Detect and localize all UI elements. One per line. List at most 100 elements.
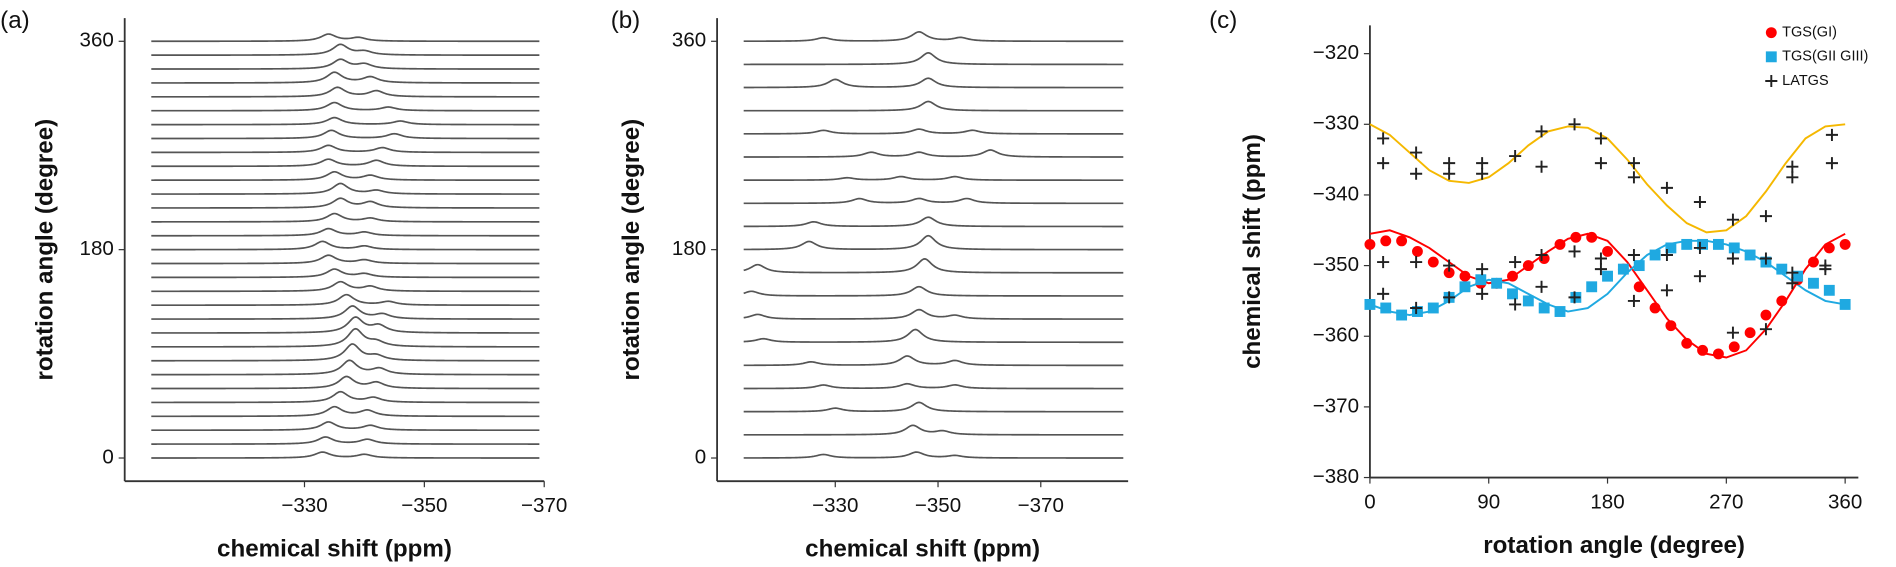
point	[1509, 256, 1522, 269]
fit-line	[1369, 123, 1846, 234]
point	[1535, 248, 1548, 262]
legend-marker	[1765, 27, 1777, 39]
point	[1377, 256, 1390, 269]
spectrum-trace	[743, 382, 1124, 390]
x-tick-label: 90	[1477, 490, 1500, 513]
x-axis-title: chemical shift (ppm)	[217, 535, 452, 562]
point	[1410, 146, 1423, 159]
spectrum-trace	[151, 144, 540, 154]
point	[1697, 344, 1709, 356]
point	[1377, 132, 1390, 145]
point	[1726, 252, 1739, 265]
spectrum-trace	[151, 227, 540, 237]
point	[1586, 231, 1598, 243]
x-tick-label: −350	[915, 494, 961, 517]
point	[1364, 238, 1376, 250]
x-tick-label: 180	[1590, 490, 1624, 513]
y-tick-label: 360	[672, 29, 706, 52]
point	[1507, 288, 1518, 300]
legend-marker	[1765, 51, 1777, 63]
legend-label: LATGS	[1782, 73, 1828, 89]
spectrum-trace	[151, 327, 540, 348]
spectrum-trace	[743, 401, 1124, 413]
y-tick-label: 180	[672, 237, 706, 260]
point	[1443, 157, 1456, 170]
point	[1410, 301, 1423, 315]
point	[1617, 263, 1629, 275]
panel-label: (a)	[0, 7, 30, 34]
spectrum-trace	[151, 451, 540, 459]
spectrum-trace	[151, 182, 540, 195]
point	[1509, 298, 1522, 311]
point	[1744, 249, 1756, 261]
y-tick-label: −340	[1313, 182, 1359, 205]
point	[1823, 284, 1835, 296]
point	[1693, 195, 1706, 209]
point	[1412, 246, 1423, 257]
spectrum-trace	[743, 355, 1124, 367]
point	[1476, 263, 1489, 276]
spectrum-trace	[743, 234, 1124, 251]
y-tick-label: −320	[1313, 41, 1359, 64]
spectrum-trace	[151, 375, 540, 390]
point	[1808, 256, 1819, 268]
point	[1825, 128, 1838, 141]
point	[1535, 280, 1548, 293]
point	[1660, 248, 1673, 262]
point	[1459, 270, 1471, 282]
point	[1475, 274, 1487, 286]
spectrum-trace	[151, 101, 540, 112]
spectrum-trace	[151, 268, 540, 279]
point	[1443, 167, 1456, 180]
spectrum-trace	[151, 170, 540, 182]
spectrum-trace	[151, 86, 540, 98]
point	[1693, 270, 1706, 283]
point	[1377, 287, 1390, 300]
point	[1776, 295, 1788, 307]
point	[1633, 260, 1645, 272]
point	[1759, 252, 1772, 265]
spectrum-trace	[743, 424, 1124, 436]
spectrum-trace	[151, 116, 540, 126]
spectrum-trace	[743, 52, 1124, 66]
point	[1693, 241, 1706, 254]
spectrum-trace	[743, 128, 1124, 135]
point	[1410, 256, 1423, 269]
spectrum-trace	[743, 285, 1124, 297]
point	[1377, 157, 1390, 170]
spectrum-trace	[743, 451, 1124, 459]
point	[1412, 306, 1423, 317]
point	[1665, 320, 1677, 332]
x-tick-label: 270	[1709, 490, 1743, 513]
spectrum-trace	[743, 197, 1124, 205]
spectrum-trace	[151, 129, 540, 140]
x-axis-title: chemical shift (ppm)	[805, 535, 1040, 562]
point	[1728, 242, 1740, 254]
spectrum-trace	[743, 258, 1124, 274]
point	[1760, 309, 1772, 321]
spectrum-trace	[151, 343, 540, 362]
y-axis-title: rotation angle (degree)	[618, 119, 645, 381]
spectrum-trace	[151, 316, 540, 334]
legend-marker	[1765, 74, 1778, 88]
point	[1568, 118, 1581, 131]
spectrum-trace	[151, 359, 540, 376]
point	[1594, 263, 1607, 276]
point	[1522, 295, 1534, 307]
point	[1649, 249, 1661, 261]
point	[1726, 213, 1739, 226]
spectrum-trace	[743, 175, 1124, 182]
spectrum-trace	[743, 149, 1124, 158]
point	[1491, 277, 1503, 289]
spectrum-trace	[743, 30, 1124, 43]
point	[1839, 238, 1851, 250]
point	[1443, 267, 1455, 279]
x-axis-title: rotation angle (degree)	[1483, 532, 1745, 559]
spectrum-trace	[151, 43, 540, 56]
y-tick-label: 180	[80, 237, 114, 260]
spectrum-trace	[151, 293, 540, 307]
spectrum-trace	[151, 436, 540, 445]
point	[1839, 299, 1851, 310]
spectrum-trace	[151, 212, 540, 223]
